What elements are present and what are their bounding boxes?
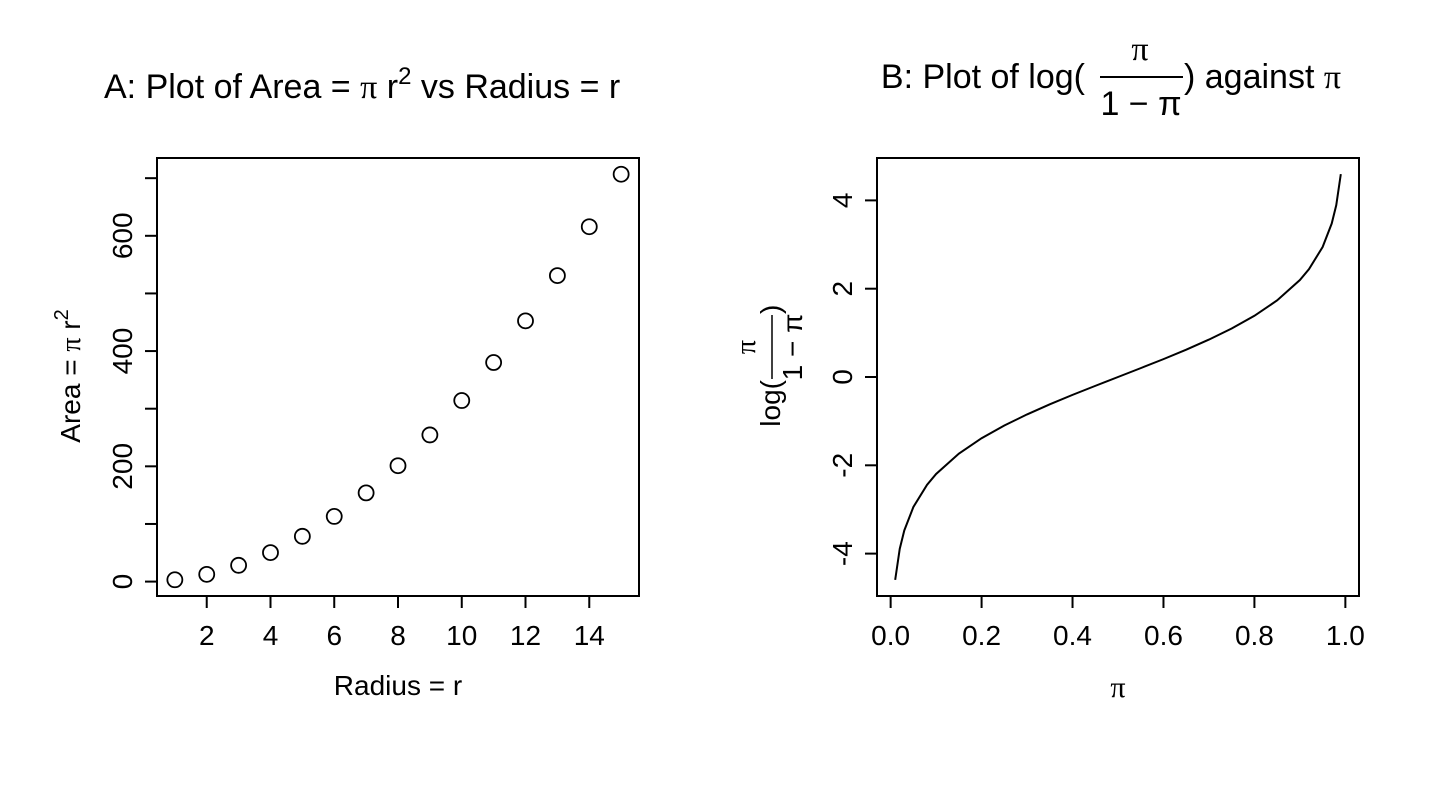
panel-a-axes: 2 4 6 8 10 12 14 0 200 400 600 [107,177,605,651]
panel-a-title: A: Plot of Area = π r2 vs Radius = r [104,63,620,106]
panel-b-y-tick-label: 2 [827,281,858,297]
panel-b-title: B: Plot of log( π 1 − π ) against π [881,31,1341,123]
panel-b-title-suffix: ) against π [1184,58,1341,96]
panel-a: A: Plot of Area = π r2 vs Radius = r 2 4 6… [51,63,640,701]
panel-a-y-axis-label: Area = π r2 [51,309,87,442]
panel-b-y-tick-label: 4 [827,193,858,209]
panel-a-x-tick-label: 12 [510,620,541,651]
panel-a-data-point [357,484,375,502]
panel-a-y-tick-label: 200 [107,443,138,490]
panel-b-x-tick-label: 0.8 [1235,620,1274,651]
panel-a-data-point [421,426,439,444]
panel-a-data-point [517,312,534,330]
panel-b-y-label-close: ) [755,305,786,314]
panel-a-data-point [580,218,598,236]
panel-b-x-axis-label: π [1110,671,1125,704]
panel-a-data-point [230,556,248,574]
panel-b-x-tick-label: 0.0 [871,620,910,651]
panel-a-data-point [389,457,407,475]
panel-a-points [166,165,630,589]
panel-a-x-tick-label: 2 [199,620,215,651]
panel-b-y-tick-label: -4 [827,541,858,566]
panel-b-y-tick-label: 0 [827,369,858,385]
panel-a-data-point [293,527,311,545]
panel-b-x-tick-label: 0.2 [962,620,1001,651]
panel-a-data-point [548,267,566,285]
panel-a-data-point [262,544,279,562]
panel-b-series-line [894,173,1342,581]
panel-b-title-numerator: π [1131,31,1148,68]
panel-a-x-tick-label: 10 [446,620,477,651]
panel-a-data-point [612,165,630,183]
panel-b-y-label-denominator: 1 − π [777,314,808,381]
panel-b-axes: 0.0 0.2 0.4 0.6 0.8 1.0 -4 -2 0 2 4 [827,193,1365,651]
panel-a-data-point [198,565,216,583]
panel-b-x-tick-label: 1.0 [1326,620,1365,651]
panel-a-x-tick-label: 4 [263,620,279,651]
panel-a-y-tick-label: 400 [107,328,138,375]
panel-a-data-point [325,508,343,525]
panel-a-data-point [485,354,503,371]
panel-a-x-tick-label: 8 [390,620,406,651]
panel-b-title-prefix: B: Plot of log( [881,58,1086,96]
panel-b-y-axis-label: log( π 1 − π ) [731,305,808,427]
panel-a-x-tick-label: 14 [574,620,605,651]
panel-a-data-point [453,392,471,409]
panel-b-y-label-numerator: π [731,340,762,354]
panel-a-plot-box [156,157,640,597]
panel-a-x-axis-label: Radius = r [334,670,462,701]
panel-b-x-tick-label: 0.6 [1144,620,1183,651]
panel-b-title-denominator: 1 − π [1100,85,1181,123]
panel-a-data-point [166,571,184,589]
panel-b-y-label-prefix: log( [755,379,786,426]
panel-a-y-tick-label: 600 [107,212,138,259]
panel-b-y-tick-label: -2 [827,453,858,478]
panel-b-x-tick-label: 0.4 [1053,620,1092,651]
panel-b: B: Plot of log( π 1 − π ) against π 0.0 0… [731,31,1365,704]
panel-a-y-tick-label: 0 [107,574,138,590]
panel-a-x-tick-label: 6 [326,620,342,651]
